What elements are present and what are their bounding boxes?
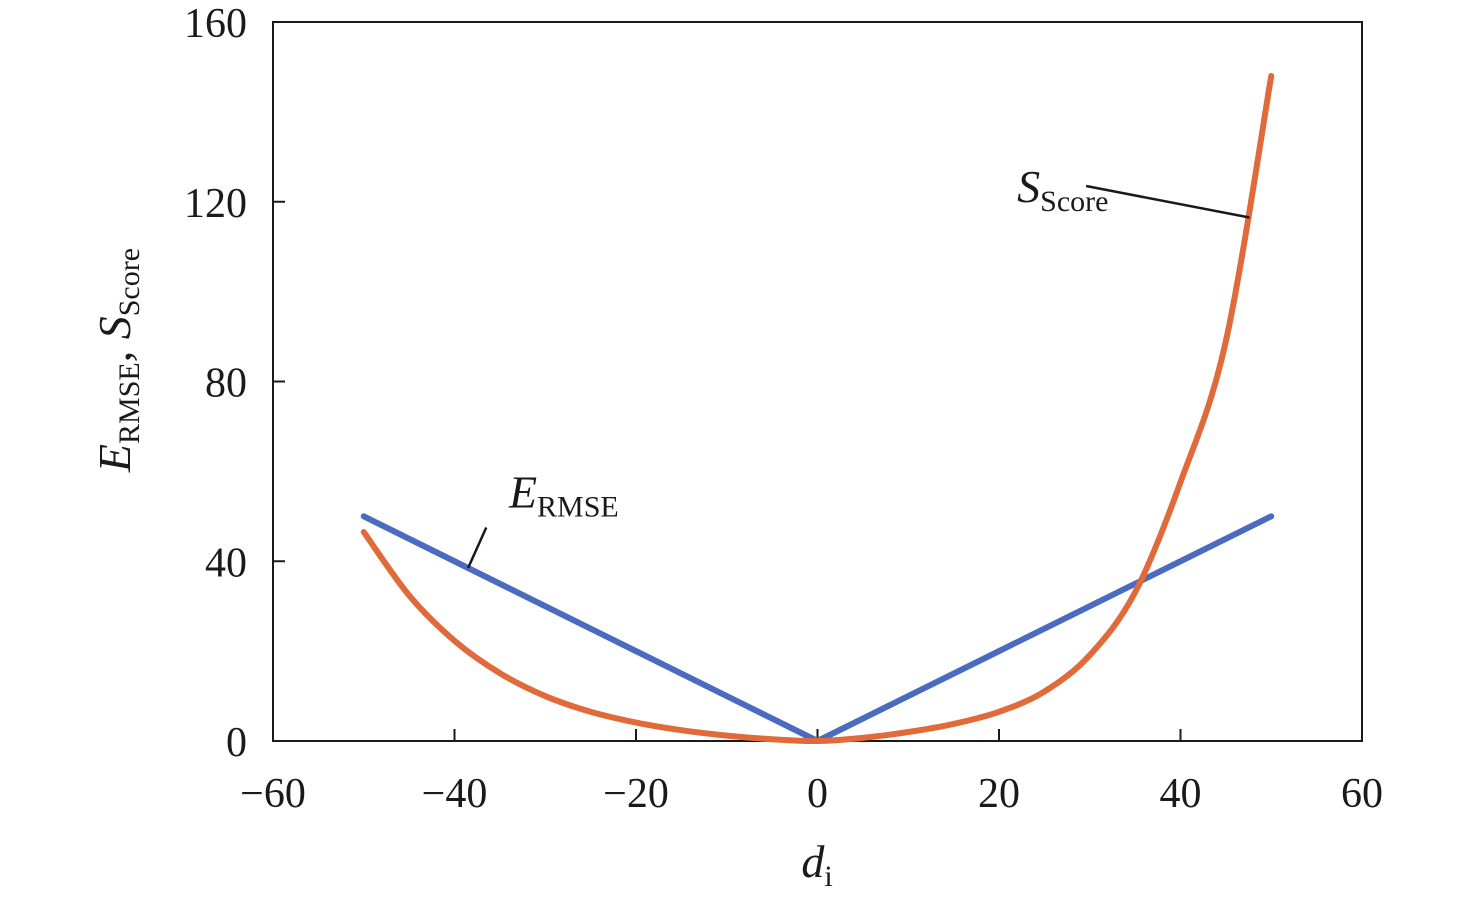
y-tick-label: 80 xyxy=(205,361,247,407)
annotation-layer: ERMSE​ SScore​ xyxy=(466,161,1250,569)
x-title-symbol: d xyxy=(801,836,825,887)
series-line-score xyxy=(360,72,1275,745)
x-tick-label: 20 xyxy=(978,771,1020,817)
y-tick-label: 120 xyxy=(184,181,247,227)
plot-frame xyxy=(272,21,1363,742)
x-tick-label: 40 xyxy=(1160,771,1202,817)
series-label-symbol: E xyxy=(508,466,537,517)
y-axis-title: ERMSE​, SScore​ xyxy=(89,248,146,473)
y-tick-label: 160 xyxy=(184,1,247,47)
x-tick-label: 0 xyxy=(807,771,828,817)
y-title-subscript: RMSE xyxy=(113,362,146,444)
x-title-subscript: i xyxy=(824,860,832,893)
y-title-subscript: Score xyxy=(113,248,146,316)
series-label: SScore​ xyxy=(1017,161,1108,218)
series-label-subscript: RMSE xyxy=(537,490,619,523)
x-tick-label: −60 xyxy=(240,771,306,817)
y-tick-label: 0 xyxy=(226,720,247,766)
x-tick-label: −40 xyxy=(422,771,488,817)
series-label-symbol: S xyxy=(1017,161,1040,212)
annotation-leader-line xyxy=(466,527,488,569)
y-axis: 0 40 80 120 160 xyxy=(184,1,285,766)
series-line-rmse xyxy=(360,513,1275,744)
y-title-separator: , xyxy=(89,339,140,362)
x-tick-label: 60 xyxy=(1341,771,1383,817)
series-label: ERMSE​ xyxy=(508,466,619,523)
annotation-leader-line xyxy=(1085,184,1250,219)
y-title-symbol: E xyxy=(89,444,140,473)
y-tick-label: 40 xyxy=(205,540,247,586)
x-axis-title: di​ xyxy=(801,836,832,893)
series-layer xyxy=(360,72,1275,745)
series-label-subscript: Score xyxy=(1040,185,1108,218)
y-title-symbol: S xyxy=(89,316,140,339)
x-tick-label: −20 xyxy=(603,771,669,817)
x-axis: −60 −40 −20 0 20 40 60 xyxy=(240,729,1383,817)
